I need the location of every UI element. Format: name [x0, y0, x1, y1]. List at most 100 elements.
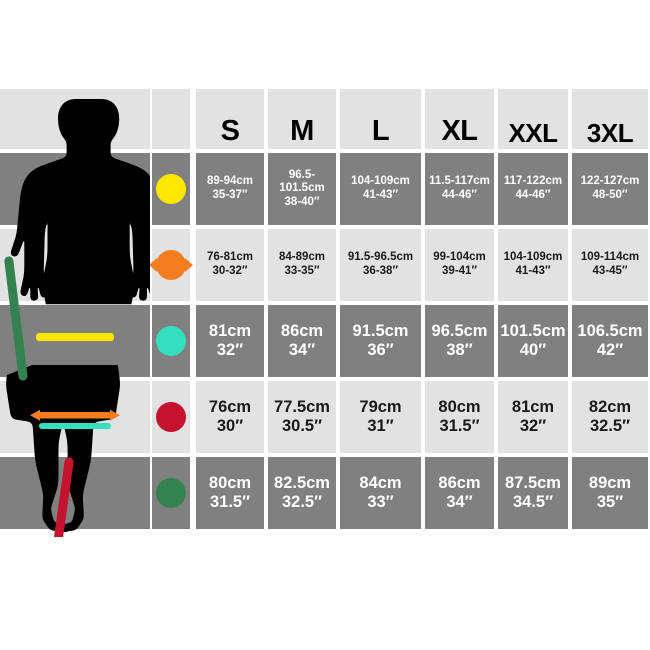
- measurement-inch: 43-45″: [592, 265, 628, 277]
- measurement-cm: 89cm: [588, 473, 632, 492]
- body-shape: [6, 99, 150, 533]
- measurement-cell: 89cm 35″: [572, 457, 648, 529]
- measurement-inch: 30″: [216, 417, 244, 435]
- measurement-cm: 76-81cm: [206, 251, 254, 264]
- measurement-cm: 76cm: [208, 397, 252, 416]
- measurement-cell: 122-127cm 48-50″: [572, 153, 648, 225]
- measurement-cell: 91.5-96.5cm 36-38″: [340, 229, 421, 301]
- measurement-cm: 106.5cm: [577, 321, 643, 340]
- measurement-cm: 89-94cm: [206, 175, 254, 188]
- measurement-cell: 11.5-117cm 44-46″: [425, 153, 494, 225]
- measurement-cell: 79cm 31″: [340, 381, 421, 453]
- legend-cell-hip-marker: [152, 305, 190, 377]
- measurement-cell: 117-122cm 44-46″: [498, 153, 568, 225]
- size-header-3xl[interactable]: 3XL: [572, 89, 648, 149]
- size-header-xxl[interactable]: XXL: [498, 89, 568, 149]
- measurement-inch: 38-40″: [284, 195, 320, 208]
- measurement-cm: 99-104cm: [433, 251, 486, 264]
- measurement-cell: 99-104cm 39-41″: [425, 229, 494, 301]
- measurement-inch: 36″: [367, 341, 394, 359]
- measurement-cell: 76-81cm 30-32″: [196, 229, 264, 301]
- measurement-inch: 35″: [596, 493, 624, 511]
- measurement-cell: 84-89cm 33-35″: [268, 229, 336, 301]
- measurement-inch: 34.5″: [512, 493, 554, 511]
- legend-cell-inseam-marker: [152, 381, 190, 453]
- measurement-inch: 48-50″: [592, 189, 628, 201]
- size-header-xl[interactable]: XL: [425, 89, 494, 149]
- hip-marker-icon: [156, 326, 186, 356]
- chest-marker-icon: [156, 174, 186, 204]
- measurement-inch: 34″: [446, 493, 473, 511]
- measurement-cell: 76cm 30″: [196, 381, 264, 453]
- hip-guide: [39, 423, 111, 429]
- measurement-inch: 30-32″: [212, 265, 248, 277]
- measurement-inch: 44-46″: [442, 189, 477, 201]
- measurement-cm: 96.5cm: [431, 321, 488, 340]
- measurement-cell: 82cm 32.5″: [572, 381, 648, 453]
- measurement-cell: 81cm 32″: [498, 381, 568, 453]
- measurement-cell: 82.5cm 32.5″: [268, 457, 336, 529]
- figure-panel: [0, 89, 150, 537]
- measurement-inch: 32.5″: [589, 417, 631, 435]
- measurement-cm: 86cm: [438, 473, 481, 492]
- measurement-inch: 42″: [596, 341, 624, 359]
- measurement-cell: 86cm 34″: [268, 305, 336, 377]
- male-body-silhouette: [4, 99, 150, 537]
- measurement-cm: 87.5cm: [505, 473, 561, 492]
- measurement-inch: 34″: [288, 341, 316, 359]
- measurement-inch: 41-43″: [363, 189, 398, 201]
- size-header-s[interactable]: S: [196, 89, 264, 149]
- measurement-cell: 77.5cm 30.5″: [268, 381, 336, 453]
- legend-cell-sleeve-marker: [152, 457, 190, 529]
- measurement-inch: 30.5″: [281, 417, 323, 435]
- sleeve-marker-icon: [156, 478, 186, 508]
- measurement-cell: 96.5cm 38″: [425, 305, 494, 377]
- measurement-cell: 80cm 31.5″: [425, 381, 494, 453]
- measurement-cm: 82cm: [588, 397, 632, 416]
- measurement-inch: 32.5″: [281, 493, 323, 511]
- inseam-guide: [47, 457, 74, 537]
- measurement-cm: 80cm: [208, 473, 252, 492]
- measurement-cell: 104-109cm 41-43″: [340, 153, 421, 225]
- measurement-cell: 89-94cm 35-37″: [196, 153, 264, 225]
- measurement-cm: 80cm: [438, 397, 481, 416]
- inseam-marker-icon: [156, 402, 186, 432]
- measurement-inch: 39-41″: [442, 265, 477, 277]
- legend-cell-waist-marker: [152, 229, 190, 301]
- measurement-cell: 81cm 32″: [196, 305, 264, 377]
- measurement-cm: 96.5-101.5cm: [279, 168, 325, 195]
- measurement-cm: 109-114cm: [580, 251, 640, 264]
- measurement-cm: 81cm: [208, 321, 252, 340]
- measurement-cell: 96.5-101.5cm 38-40″: [268, 153, 336, 225]
- sleeve-length-guide: [4, 256, 28, 381]
- measurement-cm: 86cm: [280, 321, 324, 340]
- measurement-inch: 31.5″: [439, 417, 480, 435]
- measurement-inch: 41-43″: [515, 265, 551, 277]
- measurement-cm: 77.5cm: [274, 397, 330, 416]
- measurement-cm: 122-127cm: [580, 175, 640, 188]
- measurement-cm: 91.5-96.5cm: [347, 251, 414, 264]
- size-header-l[interactable]: L: [340, 89, 421, 149]
- measurement-cm: 84cm: [359, 473, 402, 492]
- header-legend-spacer: [152, 89, 190, 149]
- legend-cell-chest-marker: [152, 153, 190, 225]
- measurement-inch: 31.5″: [209, 493, 251, 511]
- measurement-cm: 82.5cm: [274, 473, 330, 492]
- measurement-cell: 101.5cm 40″: [498, 305, 568, 377]
- measurement-inch: 36-38″: [363, 265, 398, 277]
- measurement-cm: 104-109cm: [503, 251, 563, 264]
- size-table: S M L XL XXL 3XL 89-94cm 35-37″ 96.5-101.5cm 38-4…: [0, 89, 650, 537]
- measurement-cell: 104-109cm 41-43″: [498, 229, 568, 301]
- measurement-cm: 104-109cm: [351, 175, 410, 188]
- chest-guide: [36, 333, 114, 341]
- measurement-inch: 44-46″: [515, 189, 551, 201]
- measurement-inch: 31″: [367, 417, 394, 435]
- measurement-cm: 79cm: [359, 397, 402, 416]
- measurement-cm: 91.5cm: [352, 321, 409, 340]
- measurement-cm: 11.5-117cm: [429, 175, 490, 188]
- size-header-m[interactable]: M: [268, 89, 336, 149]
- measurement-cell: 80cm 31.5″: [196, 457, 264, 529]
- measurement-cell: 87.5cm 34.5″: [498, 457, 568, 529]
- measurement-inch: 32″: [519, 417, 547, 435]
